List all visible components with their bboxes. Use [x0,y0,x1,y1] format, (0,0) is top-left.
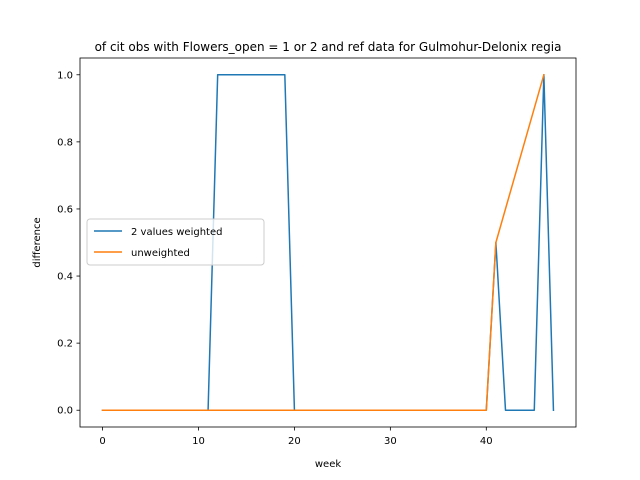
x-axis-label: week [315,459,341,470]
x-tick-label: 40 [480,436,493,447]
y-axis-ticks: 0.0 0.2 0.4 0.6 0.8 1.0 [57,70,80,417]
y-tick-label: 0.2 [57,339,73,350]
x-axis-ticks: 0 10 20 30 40 [99,427,493,447]
x-tick-label: 30 [384,436,397,447]
x-tick-label: 0 [99,436,105,447]
y-tick-label: 0.4 [57,272,73,283]
legend-label-unweighted: unweighted [131,248,190,259]
legend-label-weighted: 2 values weighted [131,227,222,238]
y-tick-label: 0.0 [57,406,73,417]
plot-frame [79,57,577,428]
series-line-unweighted [101,73,545,411]
chart-title: of cit obs with Flowers_open = 1 or 2 an… [95,40,562,54]
x-tick-label: 10 [192,436,205,447]
y-axis-label: difference [32,217,43,267]
y-tick-label: 0.6 [57,204,73,215]
series-layer [101,73,555,412]
y-tick-label: 1.0 [57,70,73,81]
legend: 2 values weighted unweighted [86,218,265,266]
y-tick-label: 0.8 [57,137,73,148]
legend-box [86,218,265,266]
x-tick-label: 20 [288,436,301,447]
